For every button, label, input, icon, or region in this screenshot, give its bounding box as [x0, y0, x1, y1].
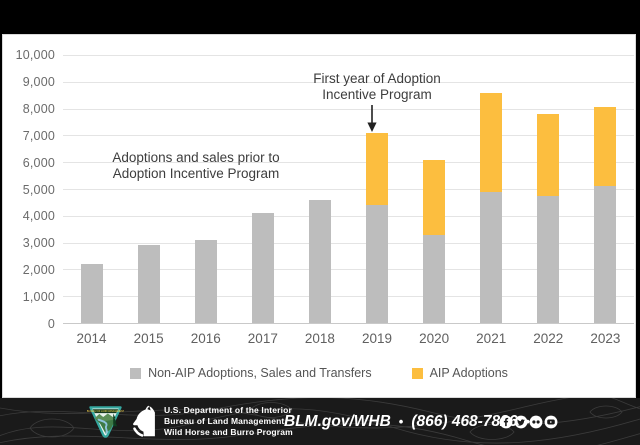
legend-swatch-yellow — [411, 367, 423, 379]
horse-head-logo — [133, 405, 155, 437]
gridline — [63, 296, 634, 298]
y-tick-label: 8,000 — [22, 101, 55, 116]
gridline — [63, 55, 634, 56]
bar-segment — [480, 191, 503, 323]
x-tick-label: 2023 — [590, 331, 621, 346]
svg-text:BUREAU OF LAND MANAGEMENT: BUREAU OF LAND MANAGEMENT — [87, 410, 124, 413]
gridline — [63, 269, 634, 271]
agency-line-doi: U.S. Department of the Interior — [164, 404, 292, 415]
bar-segment — [480, 92, 503, 192]
bar-segment — [537, 195, 560, 323]
agency-line-blm: Bureau of Land Management — [164, 415, 285, 426]
bar-segment — [194, 239, 217, 323]
chart-legend: Non-AIP Adoptions, Sales and Transfers A… — [3, 366, 635, 380]
down-arrow-icon — [367, 105, 377, 132]
x-tick-label: 2019 — [361, 331, 393, 346]
gridline — [63, 215, 634, 217]
annotation-line: Adoption Incentive Program — [112, 166, 280, 182]
plot-area — [63, 55, 634, 324]
bar-segment — [80, 264, 103, 323]
y-tick-label: 0 — [47, 317, 55, 331]
phone-number: (866) 468-7826 — [411, 412, 518, 430]
gridline — [63, 162, 634, 164]
annotation-line: Incentive Program — [322, 87, 432, 103]
bar-column-2020 — [406, 55, 463, 323]
gridline — [63, 135, 634, 137]
flickr-icon[interactable] — [529, 415, 543, 429]
bar-segment — [537, 113, 560, 196]
gridline — [63, 242, 634, 244]
legend-item-non-aip: Non-AIP Adoptions, Sales and Transfers — [130, 366, 372, 380]
x-tick-label: 2018 — [304, 331, 335, 346]
chart-card: 0 1,000 2,000 3,000 4,000 5,000 6,000 7,000 8,00… — [2, 34, 636, 398]
footer-bar: BUREAU OF LAND MANAGEMENT U.S. Departmen… — [0, 398, 640, 445]
website-url: BLM.gov/WHB — [284, 412, 391, 430]
bullet-separator: • — [398, 414, 404, 429]
annotation-prior-aip: Adoptions and sales prior to Adoption In… — [76, 150, 316, 183]
y-tick-label: 2,000 — [22, 263, 55, 278]
x-tick-label: 2014 — [76, 331, 107, 346]
y-tick-label: 7,000 — [22, 128, 55, 143]
y-tick-label: 4,000 — [22, 209, 55, 224]
agency-text-block: U.S. Department of the Interior Bureau o… — [164, 405, 293, 439]
bar-segment — [594, 186, 617, 323]
bar-column-2015 — [120, 55, 177, 323]
bullet-separator: • — [525, 414, 530, 429]
bar-segment — [366, 132, 389, 206]
bar-column-2023 — [577, 55, 634, 323]
bar-column-2014 — [63, 55, 120, 323]
x-tick-label: 2020 — [419, 331, 450, 346]
bar-segment — [251, 213, 274, 323]
x-tick-label: 2016 — [190, 331, 221, 346]
annotation-first-year-aip: First year of Adoption Incentive Program — [277, 71, 477, 104]
bar-column-2017 — [234, 55, 291, 323]
x-tick-label: 2017 — [247, 331, 278, 346]
y-tick-label: 1,000 — [22, 290, 55, 305]
x-tick-label: 2015 — [133, 331, 164, 346]
bar-segment — [137, 245, 160, 323]
x-axis-labels: 2014 2015 2016 2017 2018 2019 2020 2021 2022 2023 — [63, 331, 634, 346]
legend-swatch-gray — [130, 367, 142, 379]
youtube-icon[interactable] — [544, 415, 558, 429]
contact-info: BLM.gov/WHB • (866) 468-7826 • — [284, 413, 530, 431]
top-bar — [0, 0, 640, 34]
social-icons — [499, 415, 558, 429]
bar-column-2021 — [463, 55, 520, 323]
twitter-icon[interactable] — [514, 415, 528, 429]
bar-column-2016 — [177, 55, 234, 323]
y-tick-label: 10,000 — [15, 48, 55, 62]
x-tick-label: 2021 — [476, 331, 507, 346]
gridline — [63, 81, 634, 83]
gridline — [63, 108, 634, 110]
legend-item-aip: AIP Adoptions — [411, 366, 508, 380]
bar-column-2019 — [348, 55, 405, 323]
bar-column-2022 — [520, 55, 577, 323]
legend-label: Non-AIP Adoptions, Sales and Transfers — [148, 366, 372, 380]
y-axis-labels: 0 1,000 2,000 3,000 4,000 5,000 6,000 7,000 8,00… — [3, 48, 55, 331]
y-tick-label: 3,000 — [22, 236, 55, 251]
gridline — [63, 189, 634, 190]
annotation-line: First year of Adoption — [313, 71, 441, 86]
bars-row — [63, 55, 634, 323]
y-tick-label: 6,000 — [22, 155, 55, 170]
bar-segment — [423, 159, 446, 235]
y-tick-label: 9,000 — [22, 74, 55, 89]
bar-column-2018 — [291, 55, 348, 323]
annotation-line: Adoptions and sales prior to — [112, 150, 280, 165]
x-tick-label: 2022 — [533, 331, 564, 346]
legend-label: AIP Adoptions — [429, 366, 508, 380]
bar-segment — [423, 234, 446, 323]
agency-line-whb: Wild Horse and Burro Program — [164, 427, 293, 438]
blm-triangle-logo: BUREAU OF LAND MANAGEMENT — [87, 406, 124, 438]
y-tick-label: 5,000 — [22, 182, 55, 197]
bar-segment — [366, 205, 389, 323]
bar-segment — [308, 199, 331, 323]
bar-segment — [594, 107, 617, 187]
facebook-icon[interactable] — [499, 415, 513, 429]
